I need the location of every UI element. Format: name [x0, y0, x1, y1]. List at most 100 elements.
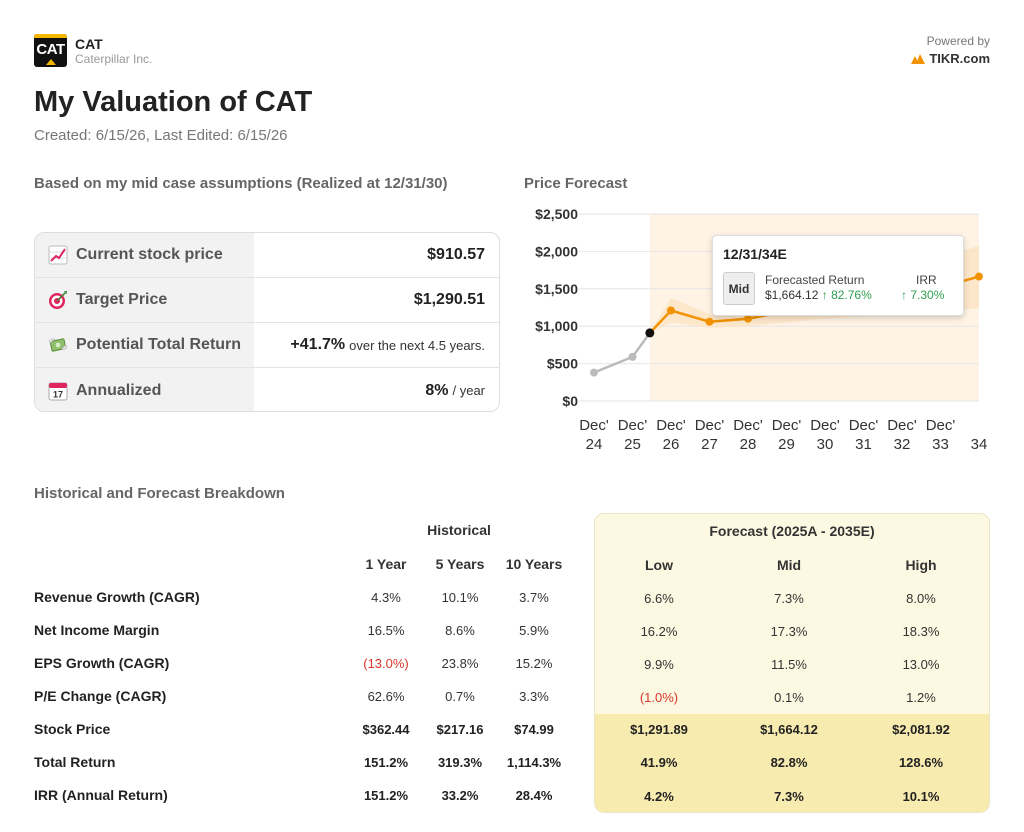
tikr-brand-text: TIKR.com: [929, 51, 990, 66]
ticker-symbol: CAT: [75, 36, 103, 52]
x-tick-label-bottom: 27: [701, 436, 718, 453]
summary-heading: Based on my mid case assumptions (Realiz…: [34, 175, 448, 192]
total-return-value: +41.7%: [290, 336, 346, 353]
x-tick-label-top: Dec': [656, 417, 686, 434]
summary-label: Current stock price: [76, 246, 223, 263]
current-price-value: $910.57: [427, 246, 485, 263]
forecast-cell: 0.1%: [774, 690, 804, 705]
historical-cell: 10.1%: [441, 590, 479, 605]
svg-text:17: 17: [53, 389, 63, 399]
historical-cell: 1,114.3%: [506, 755, 562, 770]
historical-cell: 4.3%: [371, 590, 401, 605]
tooltip-return-pct: ↑ 82.76%: [821, 288, 872, 302]
historical-cell: 28.4%: [515, 788, 553, 803]
historical-line: [593, 332, 651, 374]
summary-row-target-price: Target Price $1,290.51: [35, 278, 499, 323]
historical-cell: 16.5%: [367, 623, 405, 638]
forecast-panel: [594, 513, 990, 813]
historical-cell: 3.3%: [519, 689, 549, 704]
forecast-cell: 13.0%: [902, 657, 940, 672]
forecast-cell: 16.2%: [640, 624, 678, 639]
current-price-marker: [645, 328, 655, 338]
summary-label: Potential Total Return: [76, 336, 242, 353]
forecast-cell: 82.8%: [770, 755, 808, 770]
historical-cell: 62.6%: [367, 689, 405, 704]
forecast-cell: 8.0%: [906, 591, 936, 606]
target-icon: [49, 291, 67, 309]
tooltip-irr-value: ↑ 7.30%: [901, 288, 945, 302]
company-name: Caterpillar Inc.: [75, 52, 153, 66]
created-date: Created: 6/15/26, Last Edited: 6/15/26: [34, 127, 288, 144]
forecast-mid-point: [975, 272, 983, 281]
y-tick-label: $500: [547, 356, 578, 372]
calendar-icon: 17: [48, 382, 68, 400]
breakdown-row-label: Net Income Margin: [34, 622, 160, 638]
historical-col-header: 5 Years: [435, 556, 485, 572]
historical-cell: 15.2%: [515, 656, 553, 671]
x-tick-label-bottom: 25: [624, 436, 641, 453]
x-tick-label-top: Dec': [618, 417, 648, 434]
forecast-cell: 128.6%: [898, 755, 944, 770]
breakdown-row-label: IRR (Annual Return): [34, 787, 168, 803]
historical-title: Historical: [427, 522, 491, 538]
forecast-cell: 1.2%: [906, 690, 936, 705]
forecast-title: Forecast (2025A - 2035E): [709, 523, 875, 539]
y-tick-label: $1,000: [535, 318, 578, 334]
x-tick-label-top: Dec': [926, 417, 956, 434]
forecast-cell: 18.3%: [902, 624, 940, 639]
historical-cell: $74.99: [514, 722, 554, 737]
forecast-col-header: Low: [645, 557, 673, 573]
annualized-suffix: / year: [452, 383, 485, 398]
cat-logo: CAT: [34, 34, 67, 67]
forecast-mid-point: [744, 314, 752, 323]
forecast-cell: 17.3%: [770, 624, 808, 639]
forecast-cell: 9.9%: [644, 657, 674, 672]
forecast-cell: 11.5%: [771, 657, 807, 672]
x-tick-label-top: Dec': [733, 417, 763, 434]
y-tick-label: $1,500: [535, 281, 578, 297]
chart-heading: Price Forecast: [524, 175, 628, 192]
historical-cell: 0.7%: [445, 689, 475, 704]
historical-cell: 33.2%: [441, 788, 479, 803]
historical-cell: 319.3%: [437, 755, 483, 770]
forecast-cell: 10.1%: [902, 789, 940, 804]
tikr-logo-icon: [911, 53, 926, 64]
chart-tooltip: 12/31/34E Mid Forecasted Return IRR $1,6…: [712, 235, 964, 316]
tooltip-price: $1,664.12: [765, 288, 819, 302]
breakdown-row-label: Stock Price: [34, 721, 111, 737]
forecast-cell: (1.0%): [639, 690, 679, 705]
x-tick-label-top: Dec': [579, 417, 609, 434]
summary-label: Target Price: [76, 291, 168, 308]
x-tick-label: 34: [971, 436, 988, 453]
page-title: My Valuation of CAT: [34, 86, 313, 118]
breakdown-row-label: Revenue Growth (CAGR): [34, 589, 200, 605]
tooltip-date: 12/31/34E: [723, 246, 787, 262]
x-tick-label-top: Dec': [810, 417, 840, 434]
tikr-brand-link[interactable]: TIKR.com: [911, 51, 990, 66]
tooltip-return-value: $1,664.12 ↑ 82.76%: [765, 288, 872, 302]
breakdown-row-label: Total Return: [34, 754, 116, 770]
forecast-cell: 6.6%: [644, 591, 674, 606]
forecast-col-header: Mid: [776, 557, 802, 573]
historical-point: [628, 352, 637, 361]
forecast-mid-point: [705, 317, 714, 326]
summary-row-annualized: 17 Annualized 8% / year: [35, 368, 499, 411]
money-wings-icon: [48, 338, 68, 352]
historical-cell: 5.9%: [519, 623, 549, 638]
historical-cell: 23.8%: [441, 656, 479, 671]
forecast-cell: $1,291.89: [630, 722, 688, 737]
annualized-value: 8%: [425, 381, 449, 399]
x-tick-label-bottom: 29: [778, 436, 795, 453]
x-tick-label-top: Dec': [695, 417, 725, 434]
forecast-col-header: High: [905, 557, 937, 573]
forecast-mid-point: [667, 306, 675, 315]
powered-by-label: Powered by: [926, 34, 990, 48]
x-tick-label-bottom: 33: [932, 436, 949, 453]
forecast-cell: 7.3%: [774, 789, 804, 804]
summary-card: Current stock price $910.57 Target Price…: [34, 232, 500, 412]
historical-cell: $217.16: [436, 722, 484, 737]
historical-col-header: 10 Years: [505, 556, 563, 572]
tooltip-case-badge: Mid: [723, 272, 755, 305]
summary-row-current-price: Current stock price $910.57: [35, 233, 499, 278]
x-tick-label-top: Dec': [887, 417, 917, 434]
